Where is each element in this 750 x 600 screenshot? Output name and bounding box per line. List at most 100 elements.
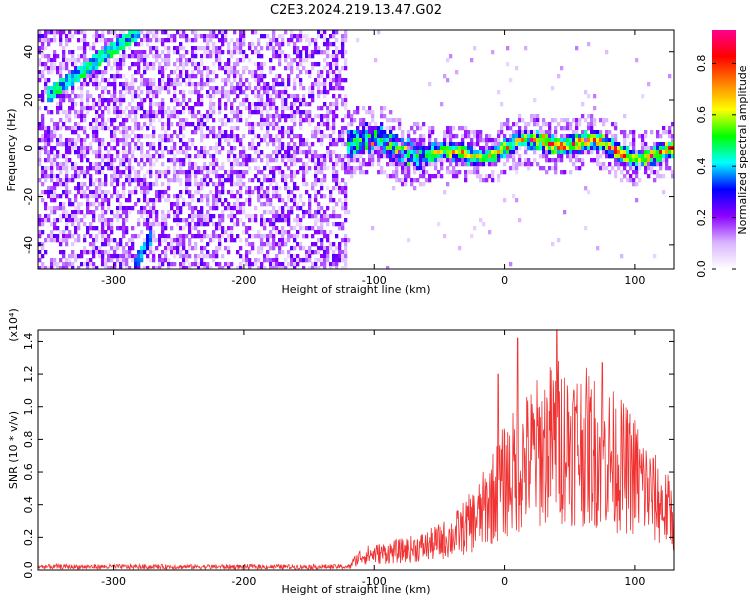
spectrogram-cell [131,90,135,95]
spectrogram-cell [206,218,210,223]
spectrogram-cell [191,122,195,127]
spectrogram-cell [326,186,330,191]
spectrogram-cell [68,138,72,143]
spectrogram-cell [167,138,171,143]
spectrogram-cell [212,130,216,135]
spectrogram-cell [380,134,384,139]
spectrogram-cell [410,150,414,155]
spectrogram-cell [350,134,354,139]
spectrogram-cell [47,42,51,47]
spectrogram-cell [50,86,54,91]
spectrogram-cell [326,234,330,239]
spectrogram-cell [251,142,255,147]
spectrogram-cell [194,114,198,119]
spectrogram-cell [641,146,645,151]
spectrogram-cell [140,210,144,215]
spectrogram-cell [122,246,126,251]
spectrogram-cell [548,150,552,155]
spectrogram-cell [95,194,99,199]
spectrogram-cell [68,234,72,239]
spectrogram-cell [164,222,168,227]
spectrogram-cell [131,242,135,247]
spectrogram-cell [293,186,297,191]
spectrogram-cell [401,166,405,171]
spectrogram-cell [110,130,114,135]
spectrogram-cell [323,262,327,267]
spectrogram-cell [137,146,141,151]
spectrogram-cell [299,206,303,211]
spectrogram-cell [62,254,66,259]
spectrogram-cell [65,126,69,131]
spectrogram-cell [533,114,537,119]
spectrogram-cell [68,142,72,147]
spectrogram-cell [119,170,123,175]
spectrogram-cell [119,162,123,167]
spectrogram-cell [143,218,147,223]
spectrogram-cell [50,210,54,215]
spectrogram-cell [101,90,105,95]
spectrogram-cell [263,134,267,139]
spectrogram-cell [530,138,534,143]
spectrogram-cell [209,266,213,269]
spectrogram-cell [656,174,660,179]
spectrogram-cell [548,130,552,135]
spectrogram-cell [248,130,252,135]
spectrogram-cell [251,126,255,131]
spectrogram-cell [89,78,93,83]
spectrogram-cell [158,102,162,107]
spectrogram-cell [293,42,297,47]
spectrogram-cell [194,226,198,231]
spectrogram-cell [113,86,117,91]
spectrogram-cell [296,186,300,191]
spectrogram-cell [281,250,285,255]
spectrogram-cell [179,166,183,171]
spectrogram-cell [188,230,192,235]
spectrogram-cell [104,194,108,199]
spectrogram-cell [167,126,171,131]
spectrogram-cell [581,138,585,143]
spectrogram-cell [137,126,141,131]
spectrogram-cell [431,174,435,179]
spectrogram-cell [137,250,141,255]
spectrogram-cell [536,122,540,127]
spectrogram-cell [644,146,648,151]
spectrogram-cell [47,126,51,131]
spectrogram-cell [287,222,291,227]
spectrogram-cell [419,158,423,163]
spectrogram-cell [62,166,66,171]
spectrogram-cell [158,138,162,143]
spectrogram-cell [569,142,573,147]
spectrogram-cell [272,242,276,247]
spectrogram-cell [254,214,258,219]
spectrogram-cell [77,218,81,223]
spectrogram-cell [236,134,240,139]
spectrogram-cell [137,210,141,215]
spectrogram-cell [212,46,216,51]
spectrogram-cell [194,50,198,55]
spectrogram-cell [218,38,222,43]
spectrogram-cell [338,222,342,227]
spectrogram-cell [290,162,294,167]
spectrogram-cell [179,266,183,269]
spectrogram-cell [257,74,261,79]
spectrogram-cell [350,158,354,163]
spectrogram-cell [188,206,192,211]
spectrogram-cell [38,250,42,255]
spectrogram-cell [491,150,495,155]
spectrogram-cell [50,138,54,143]
spectrogram-cell [233,202,237,207]
spectrogram-cell [269,70,273,75]
spectrogram-cell [125,34,129,39]
spectrogram-cell [83,70,87,75]
spectrogram-cell [194,222,198,227]
spectrogram-cell [422,122,426,127]
spectrogram-cell [101,170,105,175]
spectrogram-cell [230,50,234,55]
spectrogram-cell [359,150,363,155]
spectrogram-cell [56,174,60,179]
spectrogram-cell [131,30,135,35]
snr-ytick-label: 0.8 [22,431,35,449]
spectrogram-cell [149,158,153,163]
spectrogram-cell [215,262,219,267]
spectrogram-cell [260,222,264,227]
